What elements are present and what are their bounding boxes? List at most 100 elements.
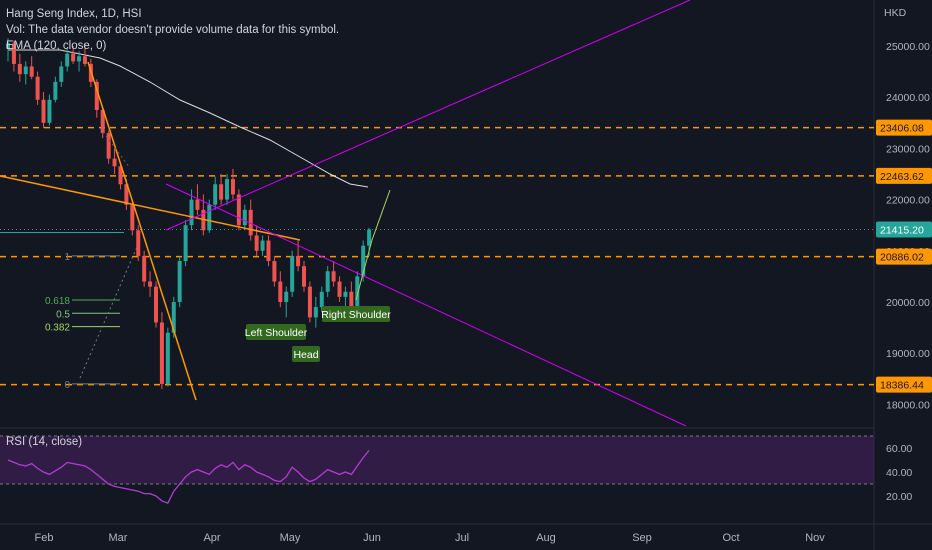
candle-body (331, 271, 336, 282)
candle-body (35, 76, 40, 100)
rsi-line (7, 449, 370, 505)
candle-body (337, 281, 342, 297)
candle-body (82, 56, 87, 64)
candle-body (171, 302, 176, 333)
ema-legend[interactable]: EMA (120, close, 0) (6, 40, 107, 52)
candle-body (100, 110, 105, 134)
candle-body (272, 261, 277, 282)
x-axis-label: Oct (722, 532, 739, 544)
pattern-label: Left Shoulder (245, 327, 308, 339)
pattern-label-box (292, 346, 320, 362)
candle-body (236, 194, 241, 226)
pattern-label: Head (293, 349, 318, 361)
candle-body (112, 158, 117, 167)
fib-level-label: 0.5 (56, 309, 70, 320)
neckline (0, 175, 301, 241)
candle-body (325, 271, 330, 292)
x-axis-label: Jul (455, 532, 469, 544)
candle-body (367, 229, 372, 246)
fib-level-label: 0 (64, 380, 70, 391)
price-level-tag (876, 167, 932, 184)
candle-body (313, 307, 318, 318)
price-level-tag (876, 248, 932, 265)
candle-body (254, 235, 259, 251)
candle-body (349, 291, 354, 308)
candle-body (130, 204, 135, 231)
candle-body (260, 240, 265, 251)
y-tick-label: 23000.00 (886, 143, 930, 155)
last-price-label: 21415.20 (880, 225, 924, 237)
projection-dots (99, 127, 131, 169)
candle-body (71, 53, 76, 62)
candle-body (290, 255, 295, 292)
projection-line (355, 189, 391, 301)
candle-body (136, 230, 141, 256)
pattern-label-box (246, 324, 306, 340)
candle-body (207, 204, 212, 231)
candle-body (213, 184, 218, 205)
candle-body (23, 66, 28, 75)
candle-body (59, 66, 64, 82)
price-level-label: 18386.44 (880, 380, 924, 392)
fib-trend-line (79, 239, 141, 379)
price-level-tag (876, 376, 932, 393)
x-axis-label: Feb (35, 532, 54, 544)
candle-body (355, 276, 360, 308)
candle-body (47, 99, 52, 123)
candle-body (106, 133, 111, 159)
candle-body (29, 66, 34, 77)
candle-body (195, 199, 200, 210)
candle-body (284, 291, 289, 302)
candle-body (124, 184, 129, 205)
x-axis-label: Jun (363, 532, 381, 544)
pattern-label: Right Shoulder (321, 309, 391, 321)
candle-body (248, 209, 253, 236)
candle-body (296, 255, 301, 267)
candle-body (65, 53, 70, 67)
candle-body (302, 266, 306, 287)
candle-body (154, 286, 158, 323)
candle-body (165, 332, 170, 384)
candle-body (225, 179, 230, 200)
candle-body (319, 291, 324, 308)
candle-body (94, 81, 99, 110)
candle-body (361, 245, 366, 277)
rsi-tick-label: 20.00 (886, 491, 912, 503)
descending-channel-line (165, 183, 687, 427)
price-level-label: 23406.08 (880, 123, 924, 135)
y-tick-label: 18000.00 (886, 399, 930, 411)
candle-body (159, 322, 164, 384)
candle-body (177, 261, 182, 302)
candle-body (11, 43, 16, 64)
candle-body (189, 199, 194, 226)
candle-body (183, 225, 188, 262)
candle-body (266, 240, 271, 262)
y-tick-label: 19000.00 (886, 348, 930, 360)
x-axis-label: May (280, 532, 301, 544)
rsi-legend[interactable]: RSI (14, close) (6, 436, 83, 448)
candle-body (6, 43, 10, 49)
y-tick-label: 22000.00 (886, 195, 930, 207)
volume-note: Vol: The data vendor doesn't provide vol… (6, 24, 340, 36)
rsi-tick-label: 60.00 (886, 443, 912, 455)
price-level-tag (876, 119, 932, 136)
candle-body (41, 99, 46, 123)
x-axis-label: Mar (109, 532, 128, 544)
candle-body (343, 291, 348, 297)
candle-body (148, 281, 153, 287)
candle-body (219, 184, 224, 200)
price-level-label: 22463.62 (880, 171, 924, 183)
candle-body (230, 179, 235, 195)
fib-level-label: 0.618 (45, 296, 70, 307)
fib-level-label: 1 (64, 252, 70, 263)
x-axis-label: Aug (536, 532, 556, 544)
pattern-label-box (322, 306, 390, 322)
symbol-title[interactable]: Hang Seng Index, 1D, HSI (6, 8, 142, 20)
ema-line (8, 49, 369, 188)
candle-body (77, 56, 82, 62)
candle-body (307, 286, 312, 318)
x-axis-label: Apr (203, 532, 220, 544)
candle-body (278, 281, 283, 302)
y-tick-label: 20000.00 (886, 297, 930, 309)
